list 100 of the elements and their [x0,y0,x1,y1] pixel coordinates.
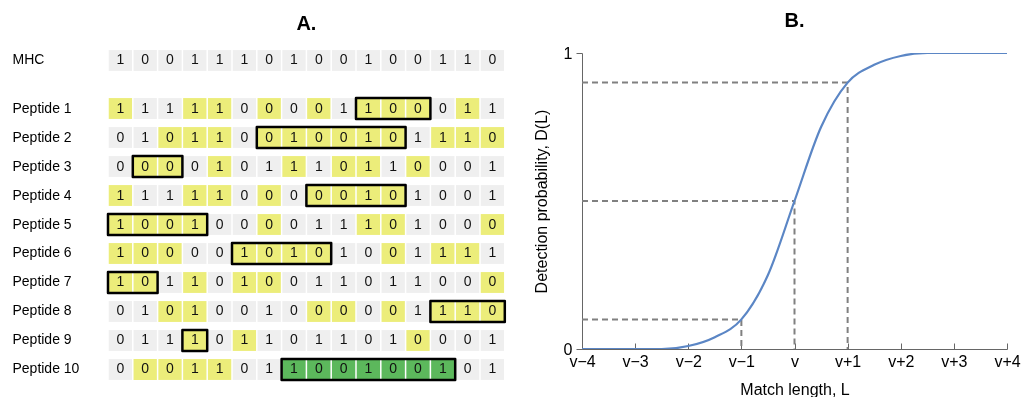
data-label: 0 [166,360,175,377]
data-label: 0 [389,186,398,203]
data-label: 1 [339,244,348,261]
data-label: 0 [290,186,299,203]
data-label: 1 [414,215,423,232]
data-label: 0 [190,244,199,261]
data-label: 0 [314,51,323,68]
data-label: 1 [314,215,323,232]
data-label: 1 [438,51,447,68]
data-label: 0 [389,51,398,68]
data-label: 0 [463,331,472,348]
y-tick-label: Peptide 9 [12,331,72,348]
data-label: 1 [389,157,398,174]
data-label: 1 [290,51,299,68]
data-label: 1 [215,128,224,145]
data-label: 0 [314,128,323,145]
data-label: 0 [265,128,274,145]
x-axis-title: Match length, L [740,380,850,398]
data-label: 1 [488,157,497,174]
data-label: 0 [166,157,175,174]
data-label: 0 [339,302,348,319]
data-label: 1 [364,360,373,377]
x-tick-label: v−1 [728,352,756,370]
data-label: 0 [463,157,472,174]
data-label: 1 [339,273,348,290]
data-label: 0 [364,331,373,348]
data-label: 1 [240,273,249,290]
data-label: 0 [463,273,472,290]
data-label: 1 [438,360,447,377]
data-label: 0 [339,128,348,145]
data-label: 0 [339,157,348,174]
y-tick-label: Peptide 5 [12,215,72,232]
data-label: 1 [463,51,472,68]
data-label: 1 [314,273,323,290]
data-label: 1 [290,128,299,145]
data-label: 0 [141,51,150,68]
data-label: 1 [364,186,373,203]
x-tick-label: v+2 [888,352,915,370]
data-label: 0 [488,302,497,319]
x-tick-label: v−2 [675,352,702,370]
x-tick-label: v [791,352,799,370]
data-label: 1 [166,331,175,348]
data-label: 1 [438,128,447,145]
data-label: 1 [215,360,224,377]
data-label: 0 [389,128,398,145]
data-label: 1 [488,186,497,203]
x-tick-label: v+3 [941,352,968,370]
data-label: 0 [438,157,447,174]
data-label: 0 [488,215,497,232]
data-label: 0 [290,99,299,116]
data-label: 0 [414,51,423,68]
x-tick-label: v−3 [622,352,649,370]
data-label: 1 [488,360,497,377]
data-label: 0 [314,186,323,203]
data-label: 1 [414,128,423,145]
data-label: 1 [414,273,423,290]
data-label: 1 [190,215,199,232]
data-label: 1 [339,99,348,116]
data-label: 1 [190,99,199,116]
data-label: 0 [438,215,447,232]
data-label: 1 [488,99,497,116]
y-tick-label: Peptide 3 [12,157,72,174]
data-label: 1 [265,331,274,348]
data-label: 1 [314,157,323,174]
data-label: 0 [240,215,249,232]
data-label: 0 [141,157,150,174]
data-label: 1 [364,157,373,174]
data-label: 0 [314,360,323,377]
data-label: 0 [265,186,274,203]
y-tick-label: Peptide 10 [12,360,80,377]
data-label: 0 [240,157,249,174]
data-label: 1 [290,244,299,261]
data-label: 0 [414,99,423,116]
data-label: 0 [141,360,150,377]
y-tick-label: Peptide 2 [12,128,72,145]
data-label: 1 [265,157,274,174]
data-label: 0 [438,99,447,116]
data-label: 1 [116,186,125,203]
data-label: 1 [190,302,199,319]
data-label: 0 [166,51,175,68]
data-label: 1 [116,51,125,68]
data-label: 0 [389,99,398,116]
data-label: 0 [290,273,299,290]
data-label: 1 [414,244,423,261]
data-label: 0 [290,302,299,319]
data-label: 0 [438,273,447,290]
data-label: 0 [463,186,472,203]
y-tick-label: Peptide 7 [12,273,72,290]
data-label: 1 [488,244,497,261]
x-tick-label: v+1 [835,352,862,370]
data-label: 0 [364,302,373,319]
data-label: 0 [240,302,249,319]
data-label: 1 [166,99,175,116]
data-label: 1 [463,128,472,145]
data-label: 0 [389,215,398,232]
y-axis-title: Detection probability, D(L) [532,109,550,294]
data-label: 0 [240,186,249,203]
data-label: 0 [389,302,398,319]
data-label: 0 [215,244,224,261]
data-label: 1 [488,331,497,348]
